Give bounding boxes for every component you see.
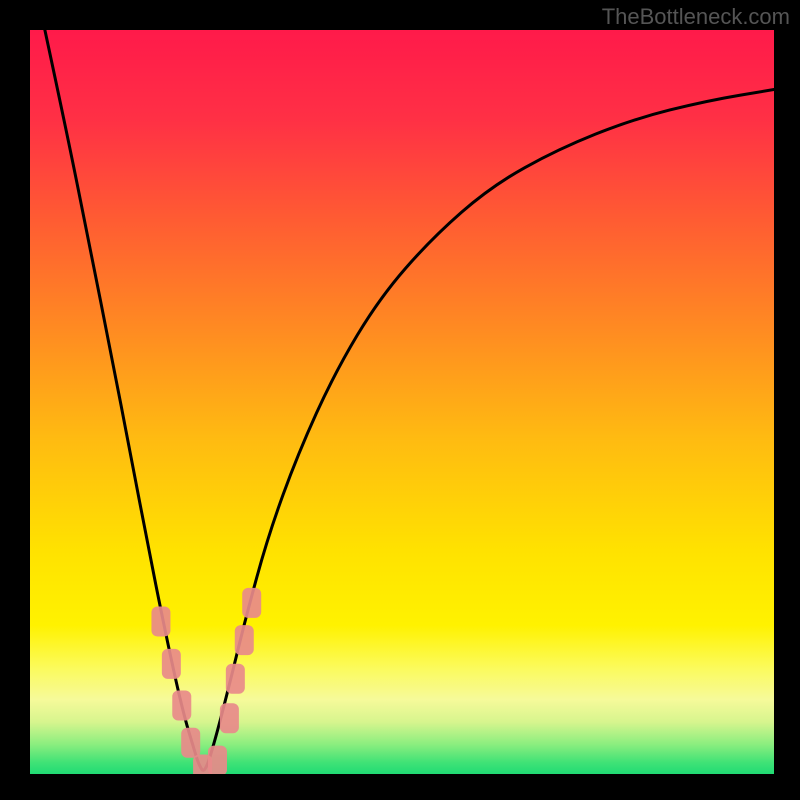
watermark-text: TheBottleneck.com: [602, 4, 790, 30]
plot-frame: [30, 30, 774, 774]
data-marker: [151, 606, 170, 636]
data-marker: [162, 649, 181, 679]
data-marker: [172, 691, 191, 721]
data-marker: [208, 746, 227, 774]
data-marker: [242, 588, 261, 618]
data-marker: [235, 625, 254, 655]
stage: TheBottleneck.com: [0, 0, 800, 800]
data-marker: [220, 703, 239, 733]
data-marker: [226, 664, 245, 694]
data-marker: [181, 728, 200, 758]
plot-svg: [30, 30, 774, 774]
gradient-background: [30, 30, 774, 774]
